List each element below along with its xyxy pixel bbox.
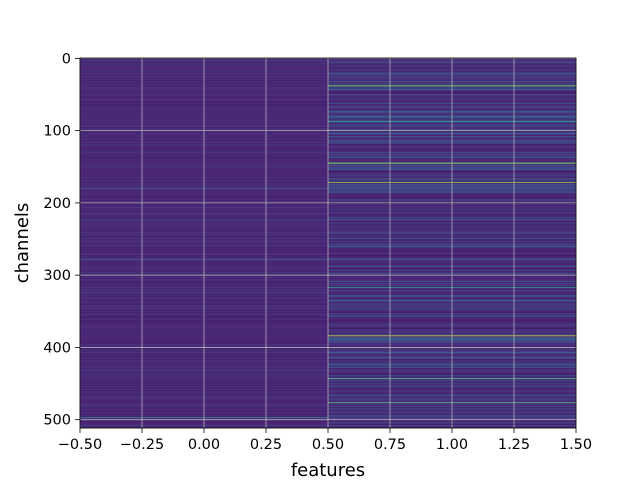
y-tick-label: 200 [43,196,71,212]
y-tick-label: 0 [62,51,71,67]
x-tick-label: −0.50 [58,437,102,453]
x-tick-label: 0.50 [312,437,344,453]
y-axis-ticks: 0 100 200 300 400 500 [43,51,80,429]
x-tick-label: 0.25 [250,437,282,453]
y-tick-label: 300 [43,268,71,284]
x-tick-label: 0.00 [188,437,220,453]
x-tick-label: 1.00 [436,437,468,453]
x-tick-label: 0.75 [374,437,406,453]
y-axis-label: channels [12,203,33,284]
x-tick-label: 1.50 [560,437,592,453]
y-tick-label: 500 [43,413,71,429]
y-tick-label: 100 [43,124,71,140]
x-tick-label: 1.25 [498,437,530,453]
y-tick-label: 400 [43,340,71,356]
x-axis-label: features [291,460,365,480]
x-axis-ticks: −0.50 −0.25 0.00 0.25 0.50 0.75 1.00 1.25 1.50 [58,428,592,453]
x-tick-label: −0.25 [120,437,164,453]
